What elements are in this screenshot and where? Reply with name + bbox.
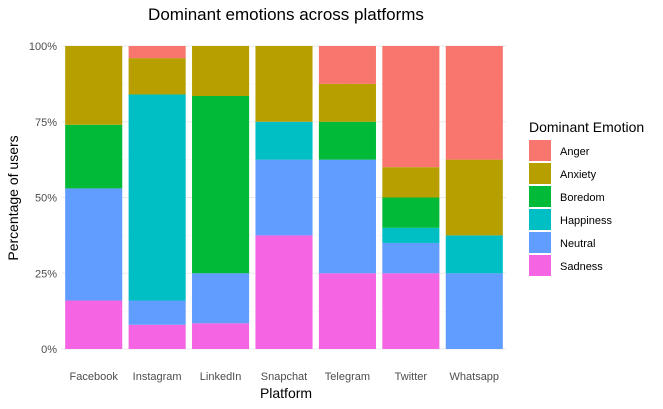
legend-label-sadness: Sadness [560, 261, 603, 273]
x-tick-label: Snapchat [261, 371, 307, 383]
bar-segment-facebook-sadness [65, 300, 123, 349]
bar-segment-twitter-anger [382, 46, 440, 168]
bar-segment-whatsapp-anxiety [445, 159, 503, 236]
x-tick-label: Whatsapp [450, 371, 500, 383]
bar-segment-instagram-happiness [128, 94, 186, 301]
x-tick-label: Instagram [133, 371, 182, 383]
y-tick-label: 25% [35, 268, 57, 280]
bar-segment-whatsapp-anger [445, 46, 503, 160]
y-tick-label: 100% [29, 41, 57, 53]
bar-segment-instagram-anxiety [128, 58, 186, 95]
bar-segment-linkedin-anxiety [192, 46, 250, 96]
x-axis-ticks: Facebook Instagram LinkedIn Snapchat Telegra… [70, 371, 499, 383]
legend-swatch-anxiety [529, 163, 551, 184]
bar-segment-twitter-neutral [382, 242, 440, 274]
legend-title: Dominant Emotion [529, 119, 644, 135]
y-axis-title: Percentage of users [5, 135, 21, 260]
bar-segment-snapchat-happiness [255, 121, 313, 160]
bar-segment-telegram-anger [318, 46, 376, 84]
y-axis-ticks: 0% 25% 50% 75% 100% [29, 41, 57, 356]
bar-segment-snapchat-neutral [255, 159, 313, 236]
x-tick-label: Facebook [70, 371, 119, 383]
legend-swatch-anger [529, 140, 551, 161]
legend-label-boredom: Boredom [560, 192, 605, 204]
bar-segment-twitter-sadness [382, 273, 440, 349]
bar-segment-linkedin-sadness [192, 323, 250, 349]
bar-segment-telegram-boredom [318, 121, 376, 160]
bar-segment-telegram-sadness [318, 273, 376, 349]
legend-swatch-boredom [529, 186, 551, 207]
legend-swatch-happiness [529, 209, 551, 230]
y-tick-label: 75% [35, 117, 57, 129]
x-axis-title: Platform [260, 385, 312, 401]
legend-label-anger: Anger [560, 146, 590, 158]
bar-segment-facebook-anxiety [65, 46, 123, 125]
bar-segment-facebook-neutral [65, 188, 123, 301]
bar-segment-linkedin-neutral [192, 273, 250, 324]
x-tick-label: Twitter [395, 371, 428, 383]
bars [65, 46, 503, 349]
bar-segment-instagram-anger [128, 46, 186, 59]
y-tick-label: 50% [35, 193, 57, 205]
bar-segment-telegram-anxiety [318, 83, 376, 122]
legend-label-happiness: Happiness [560, 215, 612, 227]
bar-segment-twitter-boredom [382, 197, 440, 228]
bar-segment-instagram-sadness [128, 324, 186, 349]
bar-segment-telegram-neutral [318, 159, 376, 274]
legend-label-neutral: Neutral [560, 238, 595, 250]
bar-segment-instagram-neutral [128, 300, 186, 325]
legend-swatch-neutral [529, 232, 551, 253]
x-tick-label: Telegram [325, 371, 370, 383]
y-tick-label: 0% [41, 344, 57, 356]
chart-title: Dominant emotions across platforms [148, 5, 424, 24]
legend-swatch-sadness [529, 255, 551, 276]
bar-segment-twitter-anxiety [382, 167, 440, 198]
bar-segment-snapchat-anxiety [255, 46, 313, 122]
bar-segment-facebook-boredom [65, 124, 123, 189]
legend: Dominant Emotion Anger Anxiety Boredom Happ… [529, 119, 644, 276]
bar-segment-whatsapp-neutral [445, 273, 503, 349]
bar-segment-twitter-happiness [382, 227, 440, 243]
bar-segment-snapchat-sadness [255, 235, 313, 349]
bar-segment-whatsapp-happiness [445, 235, 503, 274]
legend-label-anxiety: Anxiety [560, 169, 597, 181]
x-tick-label: LinkedIn [200, 371, 242, 383]
bar-segment-linkedin-boredom [192, 95, 250, 274]
